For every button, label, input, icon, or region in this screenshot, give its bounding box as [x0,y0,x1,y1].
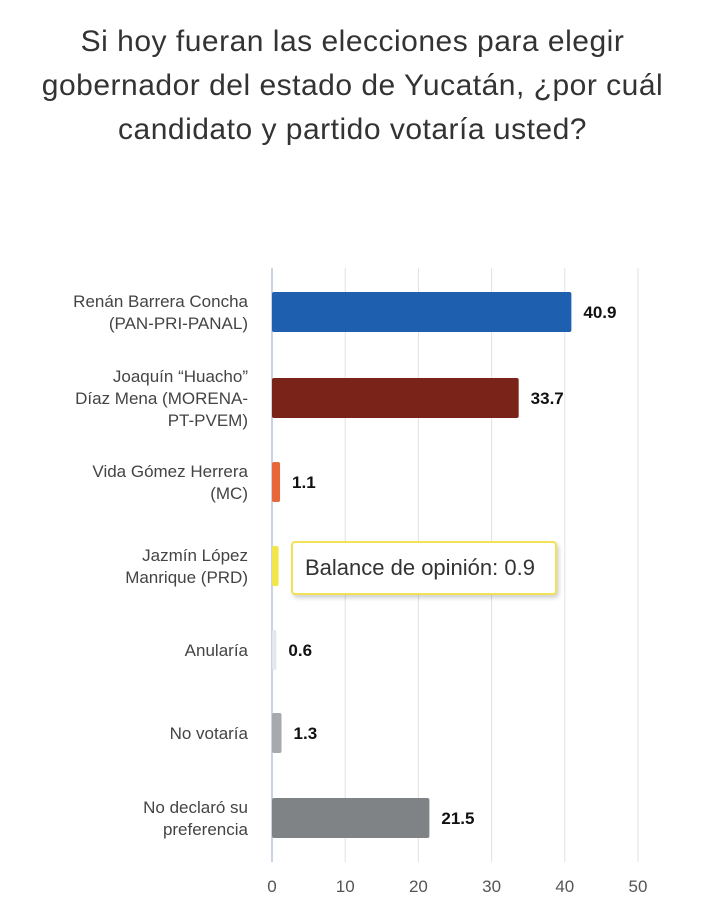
category-label: No votaría [170,724,249,743]
category-label: Vida Gómez Herrera (MC) [92,462,248,503]
x-tick-label: 0 [267,877,276,896]
category-label: Anularía [185,641,249,660]
chart-title: Si hoy fueran las elecciones para elegir… [0,20,705,152]
bar [272,292,572,332]
value-label: 33.7 [531,389,564,408]
x-tick-label: 30 [482,877,501,896]
x-tick-label: 10 [336,877,355,896]
x-tick-label: 20 [409,877,428,896]
tooltip-value: 0.9 [504,555,535,580]
value-label: 1.3 [294,724,318,743]
title-line-3: candidato y partido votaría usted? [118,113,587,146]
category-label: No declaró su preferencia [143,798,248,839]
x-tick-label: 40 [555,877,574,896]
category-label: Jazmín López Manrique (PRD) [125,546,248,587]
value-label: 0.6 [288,641,312,660]
x-tick-label: 50 [629,877,648,896]
bar [272,630,277,670]
title-line-2: gobernador del estado de Yucatán, ¿por c… [41,69,664,102]
tooltip: Balance de opinión: 0.9 [291,541,557,595]
title-line-1: Si hoy fueran las elecciones para elegir [80,25,625,58]
tooltip-label: Balance de opinión: [305,555,499,580]
value-label: 1.1 [292,473,316,492]
bar [272,713,282,753]
bar [272,798,430,838]
bar [272,546,279,586]
category-label: Joaquín “Huacho” Díaz Mena (MORENA-PT-PVE… [75,367,248,430]
value-label: 40.9 [583,303,616,322]
value-label: 21.5 [441,809,474,828]
category-label: Renán Barrera Concha (PAN-PRI-PANAL) [73,292,248,333]
bar [272,378,519,418]
bar [272,462,281,502]
